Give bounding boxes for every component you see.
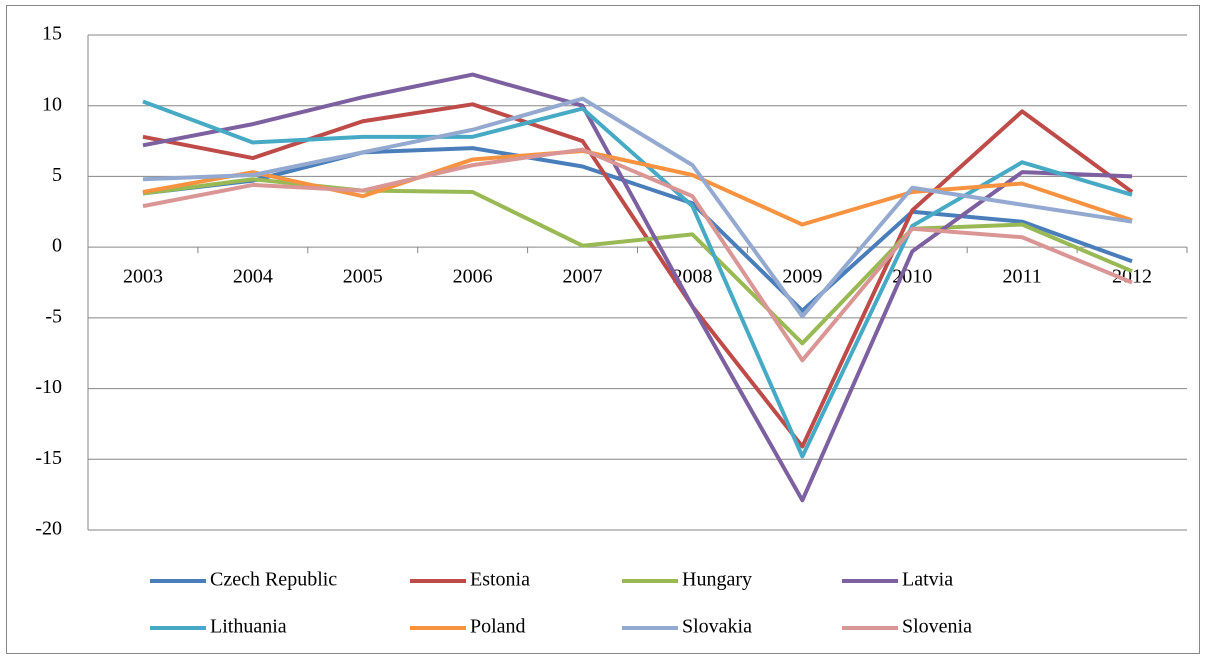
y-tick-label: 5 xyxy=(52,164,62,186)
y-tick-label: 10 xyxy=(42,93,62,115)
x-tick-label: 2003 xyxy=(123,266,163,288)
y-tick-label: -20 xyxy=(35,518,62,540)
x-tick-label: 2012 xyxy=(1112,266,1152,288)
series-line xyxy=(142,96,1133,319)
legend-label: Lithuania xyxy=(210,616,287,638)
series-line xyxy=(142,72,1133,503)
x-tick-label: 2005 xyxy=(343,266,383,288)
legend-label: Slovenia xyxy=(902,616,972,638)
legend-label: Poland xyxy=(470,616,526,638)
x-tick-label: 2007 xyxy=(563,266,603,288)
y-tick-label: -15 xyxy=(35,447,62,469)
y-tick-label: -5 xyxy=(45,305,62,327)
x-tick-label: 2009 xyxy=(782,266,822,288)
chart-border xyxy=(6,5,1200,654)
legend-label: Czech Republic xyxy=(210,569,337,591)
series-line xyxy=(142,147,1133,363)
x-tick-label: 2004 xyxy=(233,266,273,288)
legend-label: Hungary xyxy=(682,569,752,591)
y-tick-label: 0 xyxy=(52,235,62,257)
legend-label: Estonia xyxy=(470,569,530,591)
y-tick-label: 15 xyxy=(42,23,62,45)
legend-label: Slovakia xyxy=(682,616,752,638)
series-line xyxy=(142,146,1133,313)
series-line xyxy=(142,148,1133,227)
y-tick-label: -10 xyxy=(35,376,62,398)
x-tick-label: 2006 xyxy=(453,266,493,288)
x-tick-label: 2011 xyxy=(1003,266,1042,288)
series-line xyxy=(142,99,1133,459)
x-tick-label: 2008 xyxy=(672,266,712,288)
legend-label: Latvia xyxy=(902,569,953,591)
